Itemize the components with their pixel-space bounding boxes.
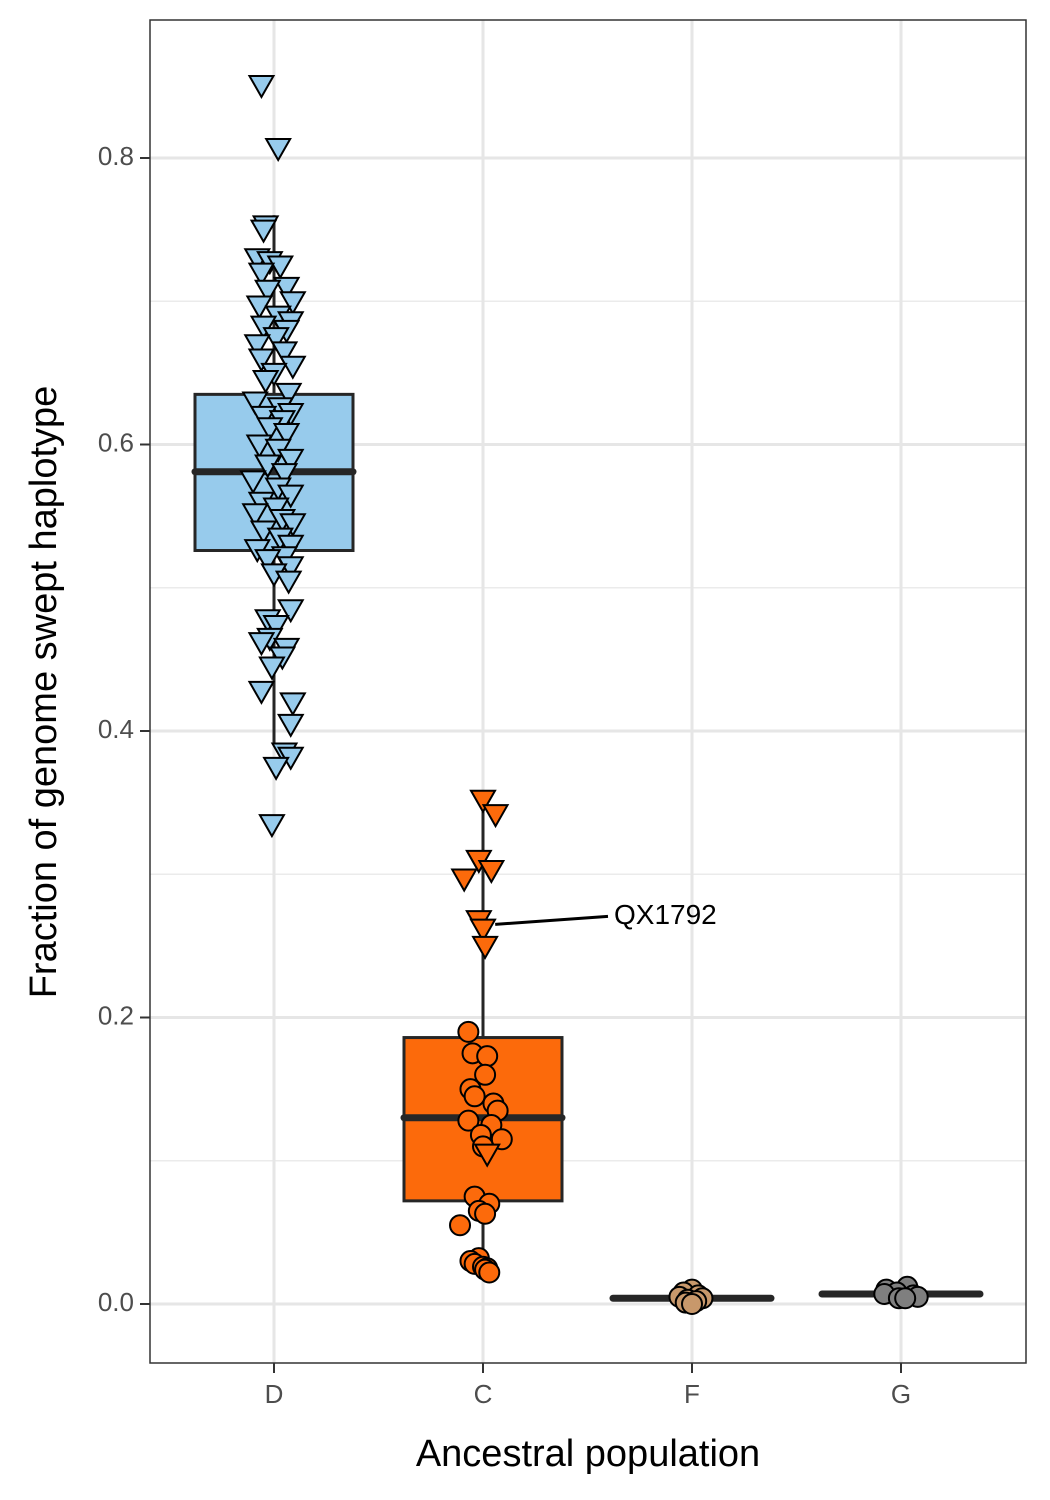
data-point-C — [449, 1214, 472, 1237]
data-point-C — [477, 859, 506, 884]
x-tick-label: D — [265, 1379, 284, 1409]
y-tick-label: 0.8 — [98, 141, 134, 171]
y-tick-label: 0.6 — [98, 427, 134, 457]
x-tick-label: G — [891, 1379, 911, 1409]
data-point-D — [258, 814, 286, 839]
y-tick-label: 0.2 — [98, 1000, 134, 1030]
data-point-C — [469, 789, 497, 814]
x-axis-title: Ancestral population — [416, 1433, 760, 1475]
data-point-D — [276, 599, 305, 624]
data-point-D — [247, 262, 276, 287]
data-point-D — [239, 470, 267, 495]
data-point-D — [272, 276, 301, 301]
data-point-D — [266, 255, 294, 280]
data-point-D — [247, 680, 276, 705]
data-point-D — [247, 348, 276, 373]
data-point-C — [471, 935, 499, 960]
data-point-D — [258, 656, 286, 681]
data-point-C — [478, 1261, 501, 1284]
data-point-D — [274, 382, 303, 407]
data-point-D — [241, 391, 269, 416]
y-axis-title: Fraction of genome swept haplotype — [23, 386, 65, 999]
plot-panel-background — [150, 20, 1026, 1363]
data-point-D — [241, 503, 269, 528]
data-point-D — [279, 291, 307, 316]
data-point-F — [681, 1293, 703, 1315]
data-point-D — [270, 341, 299, 366]
points — [239, 74, 929, 1315]
data-point-D — [262, 327, 290, 352]
data-point-C — [473, 1143, 501, 1168]
data-point-D — [276, 713, 305, 738]
annotation-leader-line — [495, 914, 609, 926]
data-point-D — [264, 137, 292, 162]
data-point-D — [262, 756, 290, 781]
plot-panel-border — [149, 19, 1027, 1364]
data-point-D — [247, 632, 276, 657]
data-point-D — [245, 434, 274, 459]
data-point-D — [276, 448, 305, 473]
data-point-D — [279, 513, 307, 538]
data-point-D — [279, 355, 307, 380]
x-tick-label: F — [684, 1379, 700, 1409]
gridlines — [150, 20, 1026, 1363]
annotation-label: QX1792 — [614, 899, 717, 930]
data-point-D — [251, 370, 280, 395]
data-point-C — [457, 1109, 480, 1132]
data-point-C — [457, 1020, 480, 1043]
annotation: QX1792 — [495, 899, 717, 930]
y-tick-label: 0.4 — [98, 714, 134, 744]
data-point-C — [474, 1063, 497, 1086]
data-point-C — [463, 1085, 486, 1108]
data-point-D — [254, 549, 282, 574]
data-point-D — [279, 692, 307, 717]
axes: 0.0 0.2 0.4 0.6 0.8 D C F G — [98, 141, 911, 1409]
data-point-D — [272, 423, 301, 448]
data-point-D — [274, 570, 303, 595]
data-point-C — [450, 868, 478, 893]
data-point-D — [262, 614, 290, 640]
data-point-C — [476, 1045, 499, 1068]
x-tick-label: C — [474, 1379, 493, 1409]
data-point-C — [474, 1202, 497, 1225]
data-point-D — [243, 334, 272, 359]
data-point-D — [254, 279, 282, 304]
data-point-C — [469, 918, 497, 943]
y-tick-label: 0.0 — [98, 1287, 134, 1317]
data-point-G — [894, 1287, 917, 1310]
data-point-D — [249, 219, 278, 244]
data-point-D — [247, 74, 276, 99]
data-point-D — [270, 463, 299, 488]
data-point-D — [276, 484, 305, 509]
data-point-C — [481, 804, 510, 829]
